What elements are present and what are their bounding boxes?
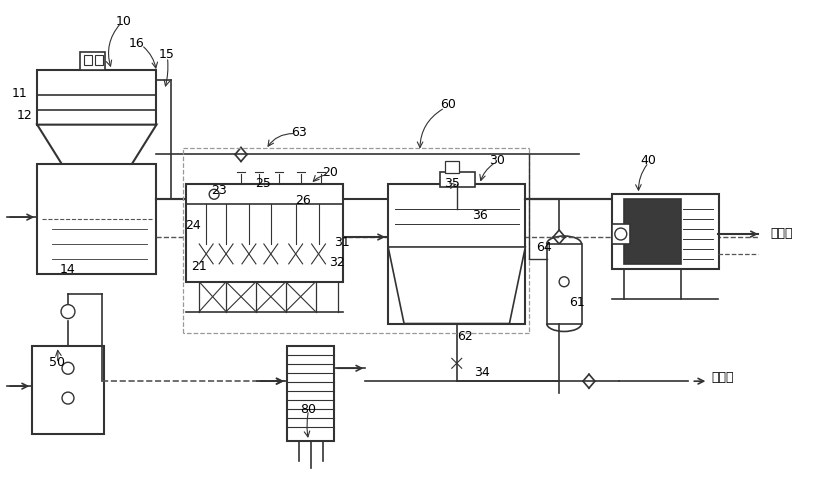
Bar (32, 347, 104, 434)
Bar (95, 56, 103, 66)
Circle shape (209, 190, 219, 200)
Text: 64: 64 (537, 241, 552, 254)
Text: 80: 80 (300, 402, 317, 415)
Text: 12: 12 (16, 109, 32, 122)
Text: 25: 25 (255, 177, 271, 190)
Bar (611, 225, 630, 244)
Text: 슬러지: 슬러지 (770, 226, 793, 239)
Text: 36: 36 (472, 208, 487, 221)
Text: 35: 35 (444, 177, 460, 190)
Text: 20: 20 (323, 166, 338, 179)
Text: 34: 34 (474, 365, 490, 378)
Polygon shape (388, 248, 525, 324)
Text: 63: 63 (291, 126, 306, 139)
Text: 50: 50 (49, 355, 65, 368)
Text: 31: 31 (334, 236, 351, 249)
Bar (624, 200, 681, 264)
Text: 15: 15 (159, 48, 174, 60)
Bar (439, 173, 475, 188)
Circle shape (62, 392, 74, 404)
Circle shape (615, 228, 627, 240)
Text: 24: 24 (185, 218, 201, 231)
Bar (611, 195, 719, 269)
Polygon shape (37, 125, 156, 165)
Text: 60: 60 (439, 98, 456, 111)
Circle shape (62, 362, 74, 374)
Text: 10: 10 (116, 15, 132, 28)
Bar (286, 347, 334, 441)
Bar (84, 56, 92, 66)
Circle shape (61, 305, 75, 319)
Text: 23: 23 (212, 183, 227, 196)
Text: 61: 61 (570, 296, 585, 309)
Bar (37, 165, 156, 274)
Bar (547, 244, 582, 324)
Text: 11: 11 (12, 87, 27, 100)
Text: 32: 32 (329, 256, 346, 269)
Bar (80, 53, 105, 71)
Text: 26: 26 (295, 193, 310, 206)
Bar (388, 185, 525, 324)
Bar (444, 162, 458, 174)
Text: 21: 21 (192, 260, 207, 273)
Circle shape (559, 277, 569, 287)
Text: 62: 62 (457, 329, 472, 342)
Text: 처리수: 처리수 (711, 370, 734, 383)
Bar (186, 185, 343, 282)
Text: 40: 40 (640, 154, 657, 167)
Text: 30: 30 (490, 154, 505, 167)
Bar (37, 71, 156, 125)
Text: 14: 14 (60, 263, 76, 276)
Text: 16: 16 (128, 36, 145, 49)
